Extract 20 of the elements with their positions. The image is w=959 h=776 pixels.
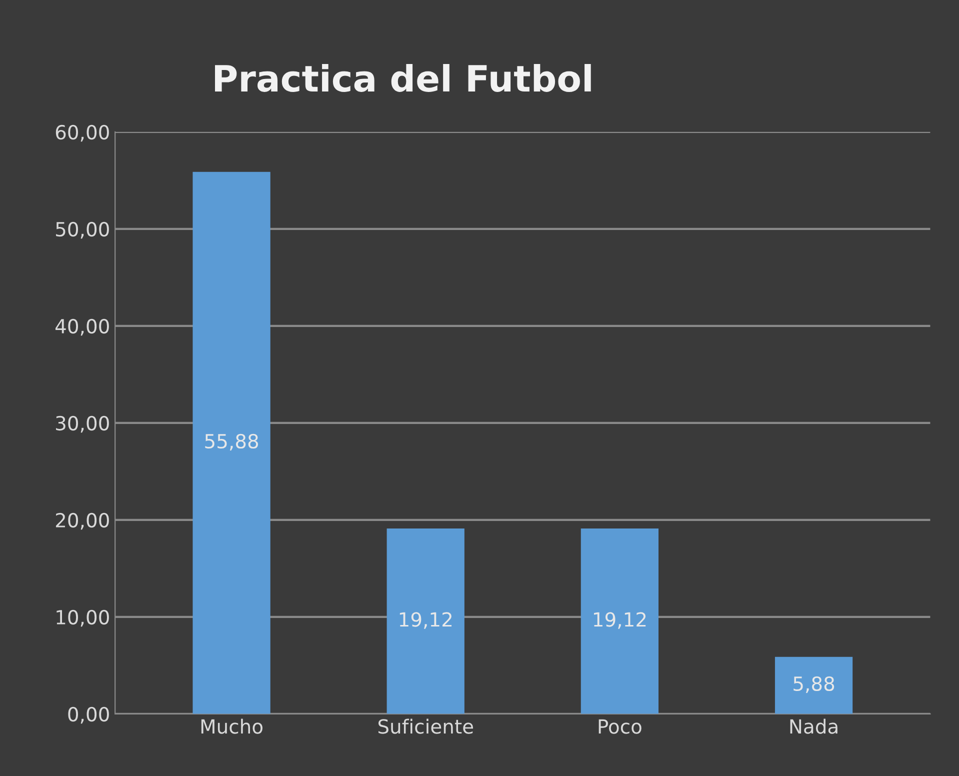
bar: [774, 656, 853, 714]
x-tick-label: Suficiente: [378, 718, 474, 734]
data-label: 55,88: [205, 434, 258, 451]
y-tick-label: 30,00: [56, 416, 109, 433]
data-label: 5,88: [794, 676, 834, 694]
y-tick-label: 50,00: [56, 222, 109, 239]
y-tick-label: 0,00: [68, 706, 109, 724]
bar: [580, 528, 659, 714]
bar: [386, 528, 464, 714]
data-label: 19,12: [400, 612, 452, 629]
data-label: 19,12: [594, 612, 646, 629]
x-tick-label: Poco: [598, 719, 642, 734]
y-tick-label: 40,00: [56, 318, 109, 336]
y-tick-label: 10,00: [56, 610, 109, 627]
y-tick-label: 60,00: [56, 124, 109, 142]
bar: [192, 172, 270, 714]
chart-title: Practica del Futbol: [215, 64, 591, 92]
x-tick-label: Mucho: [201, 718, 262, 734]
x-tick-label: Nada: [790, 718, 838, 734]
y-tick-label: 20,00: [56, 512, 109, 530]
